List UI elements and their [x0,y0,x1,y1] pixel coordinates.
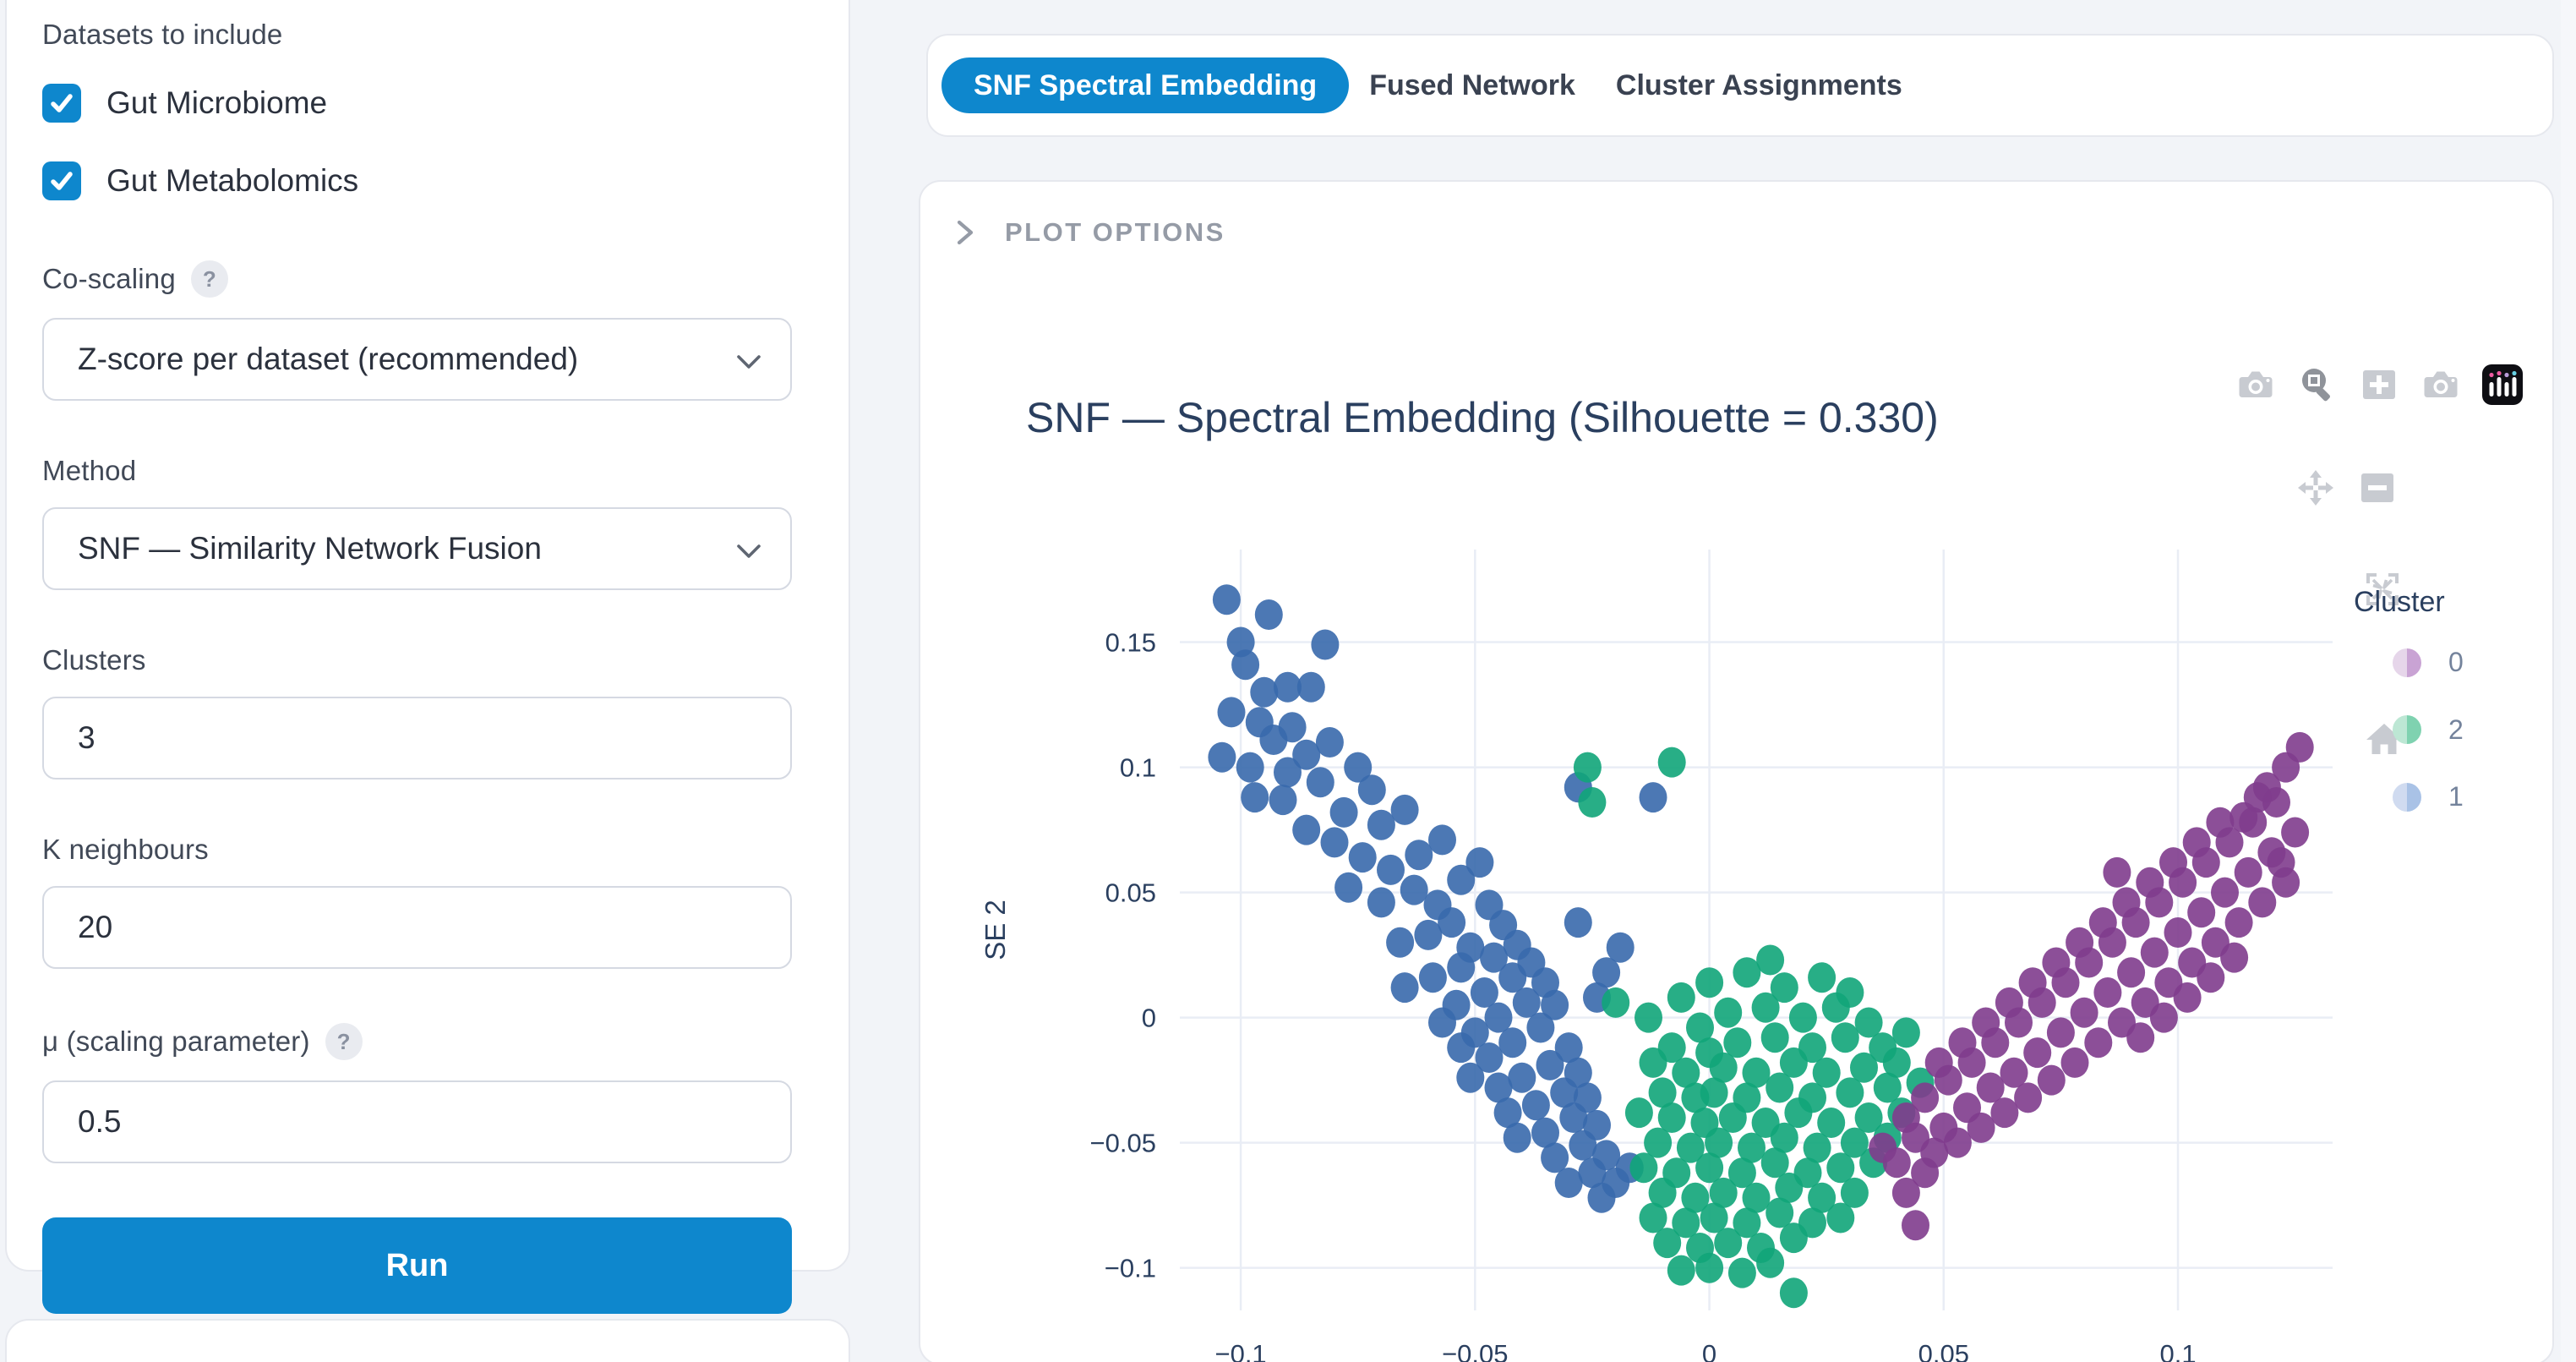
scatter-series-0 [1869,731,2314,1241]
box-zoom-icon[interactable] [2297,364,2338,409]
chevron-right-icon [957,220,974,245]
pan-icon[interactable] [2295,468,2336,512]
download-camera-icon[interactable] [2420,364,2461,409]
dataset-checkbox-row[interactable]: Gut Microbiome [42,78,796,129]
svg-text:0: 0 [1142,1004,1156,1033]
checkbox-checked-icon[interactable] [42,161,81,200]
mu-label: μ (scaling parameter) ? [42,1023,796,1060]
chevron-down-icon [736,342,761,377]
scatter-series-1 [1208,584,1667,1213]
legend-item-2[interactable]: 2 [2393,714,2464,746]
page-right-gutter [2561,0,2576,1362]
sidebar-secondary-card [5,1319,850,1362]
autoscale-icon[interactable] [2362,569,2404,611]
datasets-section-label: Datasets to include [42,19,796,51]
legend-marker-icon [2393,782,2421,812]
coscaling-select[interactable]: Z-score per dataset (recommended) [42,318,792,401]
tab-cluster-assignments[interactable]: Cluster Assignments [1615,68,1902,101]
y-axis-title: SE 2 [980,900,1011,960]
coscaling-selected-value: Z-score per dataset (recommended) [78,342,579,376]
svg-text:0.05: 0.05 [1918,1339,1969,1362]
plotly-modebar-row2 [2295,468,2398,512]
legend-item-label: 2 [2448,714,2464,745]
method-label: Method [42,455,796,487]
run-button[interactable]: Run [42,1217,792,1314]
legend-item-0[interactable]: 0 [2393,647,2464,678]
method-selected-value: SNF — Similarity Network Fusion [78,531,542,566]
sidebar-settings-card: Datasets to include Gut Microbiome Gut M… [5,0,850,1314]
clusters-label: Clusters [42,644,796,676]
plot-card: PLOT OPTIONS SNF — Spectral Embedding (S… [919,180,2554,1362]
coscaling-label: Co-scaling ? [42,260,796,298]
svg-text:−0.05: −0.05 [1442,1339,1508,1362]
plotly-modebar-row1 [2235,364,2523,409]
scatter-series-2 [1573,747,1935,1309]
svg-text:0.15: 0.15 [1105,628,1156,658]
dataset-checkbox-row[interactable]: Gut Metabolomics [42,156,796,206]
checkbox-label: Gut Metabolomics [106,163,359,198]
mu-input[interactable] [42,1080,792,1163]
tab-snf-spectral-embedding[interactable]: SNF Spectral Embedding [941,57,1350,113]
svg-text:0.1: 0.1 [2159,1339,2196,1362]
clusters-label-text: Clusters [42,644,146,676]
legend-item-1[interactable]: 1 [2393,781,2464,812]
svg-text:0: 0 [1702,1339,1716,1362]
axis-tick-labels: 0.15 0.1 0.05 0 −0.05 −0.1 −0.1 −0.05 0 0.05 0.1 [1090,628,2197,1362]
plotly-logo-icon[interactable] [2482,364,2523,409]
svg-text:−0.05: −0.05 [1090,1129,1156,1158]
reset-axes-home-icon[interactable] [2364,719,2406,762]
plot-options-label: PLOT OPTIONS [1005,217,1225,247]
k-neighbours-label: K neighbours [42,834,796,866]
datasets-label-text: Datasets to include [42,19,283,50]
clusters-input[interactable] [42,697,792,779]
chart-legend: Cluster 0 2 1 [2354,586,2464,812]
checkbox-checked-icon[interactable] [42,84,81,123]
sidebar-form: Datasets to include Gut Microbiome Gut M… [42,2,796,1314]
help-icon[interactable]: ? [325,1023,363,1060]
method-label-text: Method [42,455,137,486]
scatter-plot[interactable]: 0.15 0.1 0.05 0 −0.05 −0.1 −0.1 −0.05 0 0.05 0.1 SE… [920,182,2554,1362]
svg-text:−0.1: −0.1 [1105,1254,1156,1283]
zoom-in-icon[interactable] [2359,364,2399,409]
plot-options-expander[interactable]: PLOT OPTIONS [954,216,1225,249]
checkbox-label: Gut Microbiome [106,85,328,120]
k-neighbours-label-text: K neighbours [42,834,209,865]
legend-marker-icon [2393,715,2421,744]
svg-text:0.05: 0.05 [1105,878,1156,908]
svg-text:0.1: 0.1 [1120,753,1156,783]
mu-label-text: μ (scaling parameter) [42,1026,310,1057]
legend-item-label: 1 [2448,781,2464,812]
dataset-checkbox-list: Gut Microbiome Gut Metabolomics [42,78,796,206]
coscaling-label-text: Co-scaling [42,263,176,294]
legend-item-label: 0 [2448,647,2464,677]
zoom-out-icon[interactable] [2357,468,2398,512]
legend-title: Cluster [2354,586,2445,618]
help-icon[interactable]: ? [190,260,228,298]
chart-title: SNF — Spectral Embedding (Silhouette = 0… [1026,394,1939,441]
svg-text:−0.1: −0.1 [1214,1339,1266,1362]
legend-marker-icon [2393,648,2421,677]
download-camera-icon[interactable] [2235,364,2276,409]
chevron-down-icon [736,531,761,566]
k-neighbours-input[interactable] [42,886,792,969]
tab-fused-network[interactable]: Fused Network [1369,68,1575,101]
method-select[interactable]: SNF — Similarity Network Fusion [42,507,792,590]
tab-bar: SNF Spectral Embedding Fused Network Clust… [926,34,2554,137]
